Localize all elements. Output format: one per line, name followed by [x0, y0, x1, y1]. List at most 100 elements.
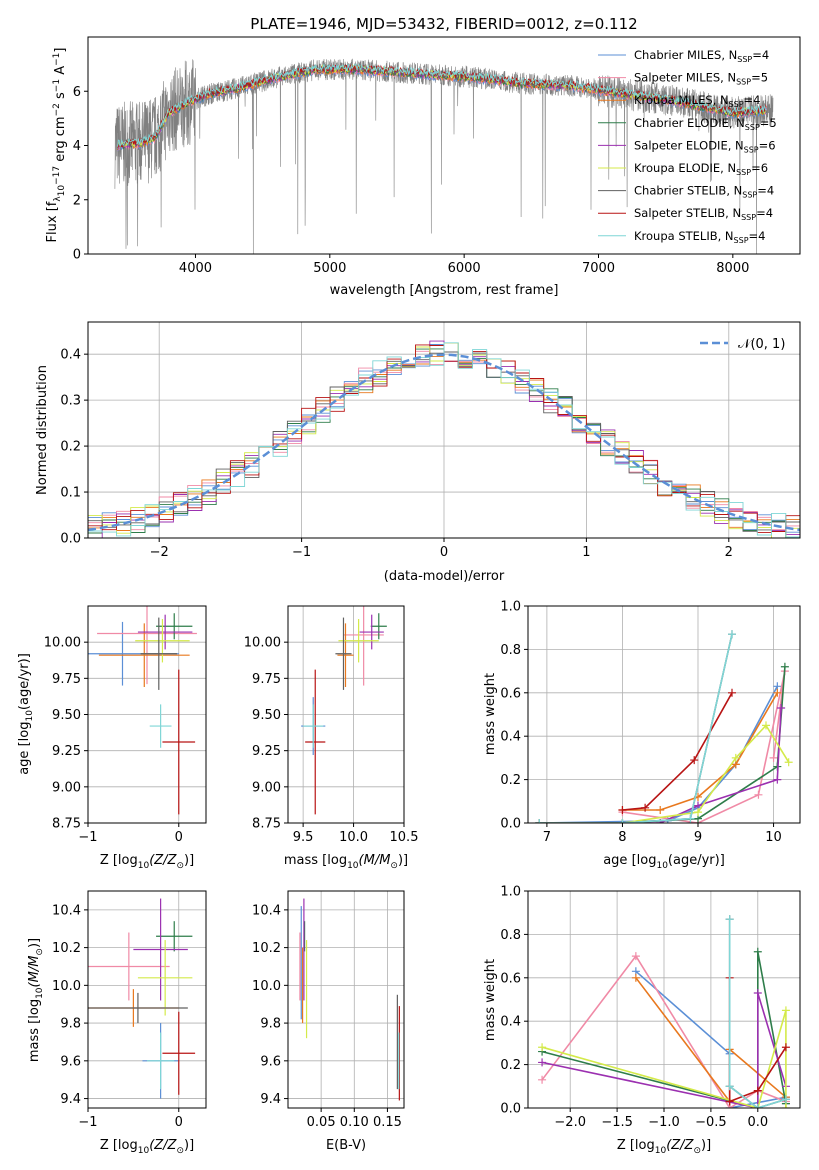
y-tick-label: 9.8: [260, 1017, 281, 1032]
y-tick-label: 10.2: [252, 941, 281, 956]
weight-marker: [773, 688, 782, 697]
x-tick-label: 1: [582, 545, 590, 560]
y-tick-label: 10.0: [52, 979, 81, 994]
legend-text: Chabrier ELODIE, N: [634, 116, 745, 130]
legend-entry: Chabrier MILES, NSSP=4: [634, 48, 769, 64]
label-part: ⊙: [176, 1146, 184, 1156]
x-tick-label: 0: [175, 830, 183, 845]
weight-marker: [538, 1075, 547, 1084]
legend-count: =4: [752, 48, 769, 62]
label-part: 10: [138, 1146, 150, 1156]
x-tick-label: −1: [78, 830, 97, 845]
legend-count: =5: [751, 71, 768, 85]
weight-marker: [784, 758, 793, 767]
label-part: ⊙: [176, 861, 184, 871]
y-tick-label: 9.00: [252, 780, 281, 795]
y-tick-label: 0.2: [60, 440, 81, 455]
x-tick-label: 0.05: [307, 1115, 336, 1130]
label-part: mass [log: [284, 853, 347, 868]
axes-frame: [287, 890, 405, 1109]
y-tick-label: 9.4: [260, 1092, 281, 1107]
legend-sub: SSP: [742, 191, 757, 200]
mass-vs-Z-axes: −1 09.49.69.810.010.210.4Z [log10(Z/Z⊙)]m…: [27, 890, 207, 1156]
y-tick-label: 0.8: [500, 928, 521, 943]
legend-count: =5: [760, 116, 777, 130]
weight-marker: [781, 1095, 790, 1104]
label-part: ⊙: [35, 948, 45, 956]
label-part: λ: [53, 196, 63, 202]
weight-marker: [753, 988, 762, 997]
plot-area: [535, 630, 793, 823]
legend-sub: SSP: [729, 100, 744, 109]
label-part: (M/M: [27, 956, 42, 988]
weight-marker: [535, 819, 544, 823]
weight-marker: [753, 947, 762, 956]
weight-marker: [777, 703, 786, 712]
legend-count: =4: [749, 229, 766, 243]
label-part: ⊙: [693, 1146, 701, 1156]
legend-count: =4: [756, 206, 773, 220]
label-part: Z [log: [100, 1138, 138, 1153]
legend-count: =6: [759, 138, 776, 152]
weight-marker: [538, 1058, 547, 1067]
plot-area: [88, 340, 800, 538]
label-part: 10: [25, 710, 35, 722]
age-vs-Z-xlabel: Z [log10(Z/Z⊙)]: [100, 853, 194, 871]
weight-marker: [753, 1104, 762, 1108]
label-part: −1: [52, 79, 62, 92]
label-part: (age/yr)]: [17, 653, 32, 710]
x-tick-label: −0.5: [695, 1115, 727, 1130]
weight-marker: [753, 1086, 762, 1095]
weight-marker: [690, 756, 699, 765]
observed-spectrum: [114, 58, 774, 254]
y-tick-label: 10.2: [52, 941, 81, 956]
label-part: 10: [656, 861, 668, 871]
weight-marker: [754, 790, 763, 799]
weight-marker: [656, 805, 665, 814]
weight-marker: [773, 775, 782, 784]
x-tick-label: 7: [543, 830, 551, 845]
gaussian-legend-label: 𝒩(0, 1): [738, 337, 785, 352]
model-spectrum: [117, 62, 767, 148]
residuals-axes: −2 −1 0 1 2 0.0 0.1 0.2 0.3 0.4 𝒩(0, 1) (data-model…: [35, 321, 801, 584]
label-part: )]: [184, 853, 194, 868]
plot-area: [88, 606, 197, 815]
weight-marker: [631, 973, 640, 982]
plot-area: [538, 915, 790, 1108]
weight-vs-Z-axes: −2.0 −1.5 −1.0 −0.5 0.0 0.0 0.2 0.4 0.6 0.8 1.0 Z […: [483, 885, 801, 1156]
plot-area: [299, 898, 400, 1101]
label-part: age [log: [17, 722, 32, 775]
y-tick-label: 9.4: [60, 1092, 81, 1107]
legend-sub: SSP: [741, 213, 756, 222]
legend-sub: SSP: [737, 55, 752, 64]
y-tick-label: 8.75: [252, 817, 281, 832]
label-part: ⊙: [390, 861, 398, 871]
legend-entry: Chabrier STELIB, NSSP=4: [634, 184, 774, 200]
y-tick-label: 0.6: [500, 686, 521, 701]
label-part: 10: [655, 1146, 667, 1156]
x-tick-label: −2: [150, 545, 169, 560]
plot-area: [301, 606, 387, 815]
y-tick-label: 9.6: [60, 1054, 81, 1069]
legend-sub: SSP: [736, 168, 751, 177]
weight-marker: [728, 630, 736, 639]
mass-vs-ebv-xlabel: E(B-V): [326, 1138, 366, 1153]
x-tick-label: 6000: [448, 261, 481, 276]
weight-vs-age-ylabel: mass weight: [483, 673, 498, 755]
y-tick-label: 9.8: [60, 1017, 81, 1032]
axes-frame: [87, 890, 207, 1109]
y-tick-label: 1.0: [500, 600, 521, 615]
legend-text: Kroupa MILES, N: [634, 93, 729, 107]
x-tick-label: −1.5: [601, 1115, 633, 1130]
weight-marker: [618, 805, 627, 814]
y-tick-label: 4: [73, 139, 81, 154]
x-tick-label: 10.5: [390, 830, 419, 845]
weight-marker: [725, 1082, 734, 1091]
legend-text: Salpeter STELIB, N: [634, 206, 741, 220]
legend-text: Salpeter MILES, N: [634, 71, 736, 85]
mass-vs-Z-xlabel: Z [log10(Z/Z⊙)]: [100, 1138, 194, 1156]
x-tick-label: 0: [175, 1115, 183, 1130]
